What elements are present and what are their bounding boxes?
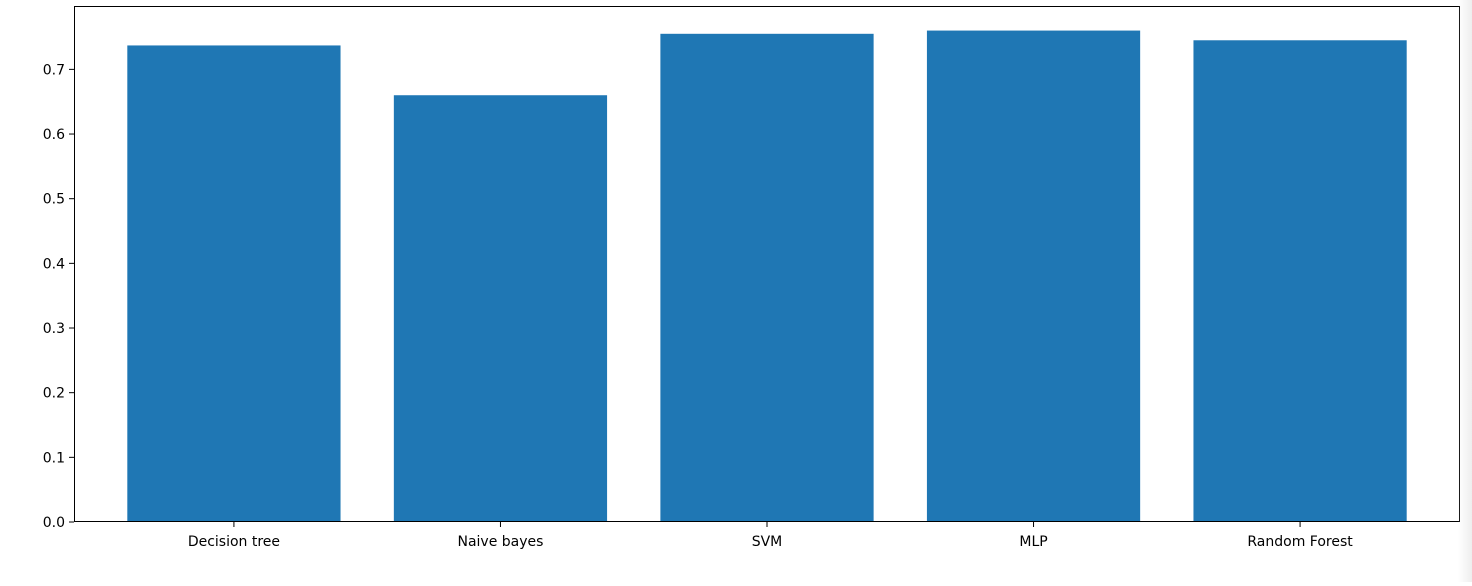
x-tick-label: Naive bayes: [457, 534, 543, 550]
x-tick-label: MLP: [1019, 534, 1047, 550]
y-tick-label: 0.4: [43, 256, 65, 272]
bar-mlp: [926, 30, 1141, 522]
y-tick-label: 0.1: [43, 450, 65, 466]
y-tick-label: 0.0: [43, 515, 65, 531]
y-tick-label: 0.5: [43, 192, 65, 208]
bar-random-forest: [1193, 40, 1407, 522]
window-edge: [1458, 0, 1472, 582]
bar-decision-tree: [127, 45, 341, 523]
x-tick-label: Decision tree: [188, 534, 280, 550]
y-tick-label: 0.6: [43, 127, 65, 143]
bar-svm: [660, 33, 874, 523]
x-tick-label: SVM: [752, 534, 783, 550]
y-tick-label: 0.3: [43, 321, 65, 337]
y-tick-label: 0.7: [43, 62, 65, 78]
x-tick-label: Random Forest: [1247, 534, 1353, 550]
bars-layer: [127, 30, 1407, 523]
y-tick-label: 0.2: [43, 386, 65, 402]
y-axis: 0.0 0.1 0.2 0.3 0.4 0.5 0.6 0.7: [43, 62, 74, 531]
bar-naive-bayes: [393, 95, 608, 522]
x-axis: Decision tree Naive bayes SVM MLP Random For…: [188, 522, 1353, 550]
